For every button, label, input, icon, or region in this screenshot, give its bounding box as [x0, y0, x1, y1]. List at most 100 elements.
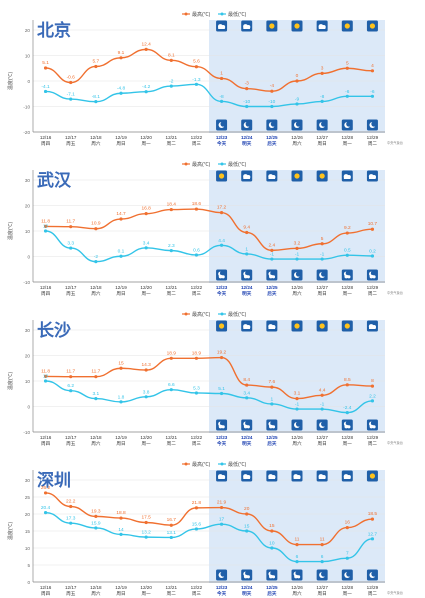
low-temp-point	[194, 391, 199, 395]
high-temp-label: 3.1	[294, 391, 301, 397]
low-temp-label: 15.9	[91, 520, 101, 526]
y-tick-label: 0	[27, 580, 30, 585]
x-tick-date: 12/24	[241, 285, 253, 290]
moon-icon	[291, 269, 303, 281]
high-temp-point	[295, 79, 299, 83]
low-temp-label: -8.1	[92, 94, 101, 100]
forecast-region	[209, 320, 385, 433]
high-temp-label: 12.4	[141, 41, 151, 47]
x-tick-weekday: 周日	[318, 291, 327, 297]
x-tick-weekday: 周六	[292, 590, 302, 597]
x-tick-date: 12/23	[216, 585, 228, 590]
y-tick-label: 15	[25, 529, 31, 534]
cloudy-icon	[341, 470, 353, 482]
low-temp-point	[94, 260, 98, 264]
high-temp-point	[94, 227, 98, 231]
low-temp-label: 0.5	[344, 248, 351, 254]
high-temp-point	[370, 384, 375, 388]
high-temp-label: 18.5	[368, 511, 378, 517]
high-temp-label: 3	[321, 65, 324, 71]
low-temp-point	[320, 99, 324, 103]
low-temp-point	[270, 402, 274, 406]
high-temp-point	[69, 504, 73, 509]
y-tick-label: 5	[27, 563, 30, 568]
x-tick-date: 12/29	[367, 135, 379, 140]
sunny-icon	[341, 20, 353, 32]
high-temp-point	[219, 505, 224, 510]
low-temp-point	[169, 388, 173, 392]
x-tick-date: 12/20	[140, 585, 152, 590]
x-tick-date: 12/23	[216, 435, 228, 440]
x-tick-date: 12/19	[115, 585, 127, 590]
x-tick-date: 12/17	[65, 285, 77, 290]
low-temp-point	[94, 100, 98, 104]
low-temp-label: -1	[295, 402, 300, 408]
low-temp-point	[219, 391, 224, 396]
x-tick-date: 12/16	[40, 435, 52, 440]
cloudy-icon	[266, 470, 278, 482]
low-temp-point	[169, 535, 173, 540]
x-tick-date: 12/16	[40, 285, 52, 290]
x-tick-weekday: 后天	[267, 140, 277, 147]
sunny-icon	[216, 170, 228, 182]
x-tick-date: 12/24	[241, 435, 253, 440]
x-tick-weekday: 周日	[318, 591, 327, 597]
low-temp-label: 3.8	[143, 389, 150, 395]
high-temp-point	[119, 366, 123, 370]
moon-icon	[341, 569, 353, 581]
low-temp-point	[94, 396, 98, 401]
low-temp-label: 4.4	[218, 238, 225, 244]
x-tick-weekday: 周一	[343, 591, 353, 597]
high-temp-label: 7.6	[269, 379, 276, 385]
y-tick-label: -20	[23, 130, 30, 135]
low-temp-point	[43, 229, 48, 233]
legend-high-marker	[184, 462, 188, 466]
sunny-icon	[266, 20, 278, 32]
x-tick-date: 12/18	[90, 285, 102, 290]
high-temp-label: 9.4	[243, 225, 250, 231]
low-temp-point	[219, 243, 224, 247]
low-temp-label: 5.3	[193, 385, 200, 391]
low-temp-label: 0.2	[369, 248, 376, 254]
cloudy-icon	[241, 20, 253, 32]
high-temp-label: 16	[345, 520, 351, 526]
cloudy-icon	[216, 470, 228, 482]
cloudy-night-icon	[366, 269, 378, 281]
x-tick-weekday: 周五	[66, 291, 76, 297]
high-temp-point	[119, 217, 123, 221]
high-temp-point	[295, 246, 299, 250]
low-temp-label: -2	[169, 79, 174, 85]
x-tick-date: 12/27	[316, 585, 328, 590]
weather-chart-1: 最高(℃) 最低(℃)-20-1001020温度(℃)北京12/16周四12/17…	[7, 11, 403, 147]
x-tick-date: 12/20	[140, 435, 152, 440]
high-temp-point	[219, 211, 224, 215]
low-temp-point	[119, 254, 123, 258]
high-temp-point	[169, 356, 173, 360]
high-temp-line	[45, 48, 373, 92]
cloudy-icon	[241, 470, 253, 482]
source-note: 中央气象台	[387, 590, 403, 595]
high-temp-label: 18.8	[116, 510, 126, 516]
chart-legend: 最高(℃) 最低(℃)	[182, 461, 247, 468]
legend-high-marker	[184, 162, 188, 166]
moon-icon	[216, 119, 228, 131]
low-temp-label: -6	[345, 89, 350, 95]
legend-high-label: 最高(℃)	[192, 311, 211, 318]
x-tick-weekday: 周六	[292, 140, 302, 147]
low-temp-point	[144, 535, 148, 539]
high-temp-label: 4	[371, 63, 374, 69]
x-tick-date: 12/29	[367, 585, 379, 590]
low-temp-point	[69, 521, 73, 525]
high-temp-point	[245, 230, 249, 235]
legend-low-label: 最低(℃)	[228, 11, 247, 18]
low-temp-point	[219, 99, 224, 103]
high-temp-label: 8.5	[344, 377, 351, 383]
low-temp-point	[245, 396, 249, 400]
low-temp-label: 20.4	[41, 505, 51, 511]
moon-icon	[316, 119, 328, 131]
x-tick-weekday: 周一	[142, 141, 152, 147]
legend-high-label: 最高(℃)	[192, 461, 211, 468]
high-temp-point	[144, 520, 148, 525]
x-tick-date: 12/26	[291, 285, 303, 290]
high-temp-point	[245, 512, 249, 516]
